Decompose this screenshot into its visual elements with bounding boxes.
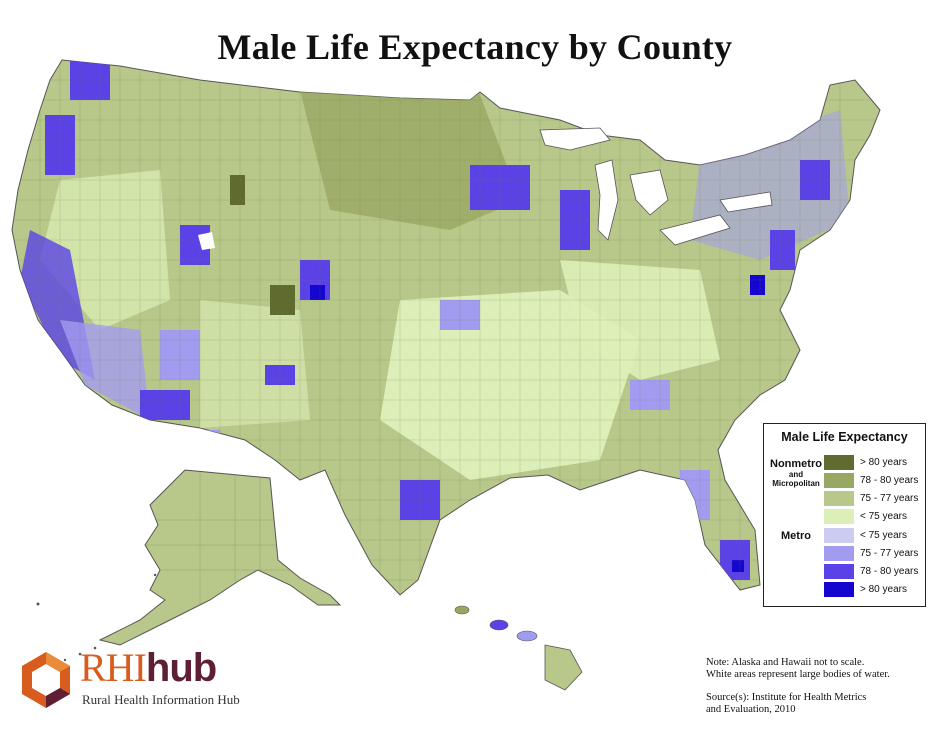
legend-label-metro-4: < 75 years xyxy=(860,530,907,541)
legend-swatch-metro-7 xyxy=(824,582,854,597)
great-salt-lake xyxy=(198,232,215,250)
legend-label-metro-5: 75 - 77 years xyxy=(860,548,919,559)
legend-swatch-nonmetro-1 xyxy=(824,473,854,488)
southern-california-metro xyxy=(60,320,150,420)
logo-subtitle: Rural Health Information Hub xyxy=(82,692,240,707)
legend-label-nonmetro-2: 75 - 77 years xyxy=(860,493,919,504)
note-line-2: White areas represent large bodies of wa… xyxy=(706,669,890,680)
source-line-1: Source(s): Institute for Health Metrics xyxy=(706,692,867,703)
legend-swatch-nonmetro-2 xyxy=(824,491,854,506)
south-central-region xyxy=(380,290,640,480)
legend-label-nonmetro-0: > 80 years xyxy=(860,457,907,468)
legend-swatch-metro-5 xyxy=(824,546,854,561)
rhihub-logo: RHIhub Rural Health Information Hub xyxy=(16,646,276,714)
legend-label-metro-7: > 80 years xyxy=(860,584,907,595)
rhihub-logo-icon xyxy=(22,652,70,708)
southwest-region xyxy=(200,300,310,428)
legend-label-metro-6: 78 - 80 years xyxy=(860,566,919,577)
legend-swatch-nonmetro-3 xyxy=(824,509,854,524)
legend-label-nonmetro-3: < 75 years xyxy=(860,511,907,522)
hawaii xyxy=(454,605,583,691)
legend-swatch-metro-4 xyxy=(824,528,854,543)
alaska xyxy=(36,469,342,666)
legend-label-nonmetro-1: 78 - 80 years xyxy=(860,475,919,486)
logo-hub: hub xyxy=(145,646,217,690)
great-lakes xyxy=(539,127,773,246)
northeast-metro-region xyxy=(690,110,850,260)
map-legend: Male Life Expectancy Nonmetro and Microp… xyxy=(763,423,926,607)
legend-group-nonmetro: Nonmetro and Micropolitan xyxy=(770,458,822,488)
logo-rhi: RHI xyxy=(80,645,147,690)
nonmetro-label: Nonmetro xyxy=(770,458,822,470)
map-notes: Note: Alaska and Hawaii not to scale. Wh… xyxy=(706,657,890,716)
legend-swatch-nonmetro-0 xyxy=(824,455,854,470)
map-title: Male Life Expectancy by County xyxy=(217,27,733,67)
legend-swatch-metro-6 xyxy=(824,564,854,579)
note-line-1: Note: Alaska and Hawaii not to scale. xyxy=(706,657,865,668)
legend-group-metro: Metro xyxy=(781,530,811,542)
micropolitan-label: Micropolitan xyxy=(772,479,820,488)
logo-wordmark: RHIhub xyxy=(80,645,217,691)
source-line-2: and Evaluation, 2010 xyxy=(706,704,796,715)
and-label: and xyxy=(788,470,804,479)
legend-title: Male Life Expectancy xyxy=(781,430,908,444)
